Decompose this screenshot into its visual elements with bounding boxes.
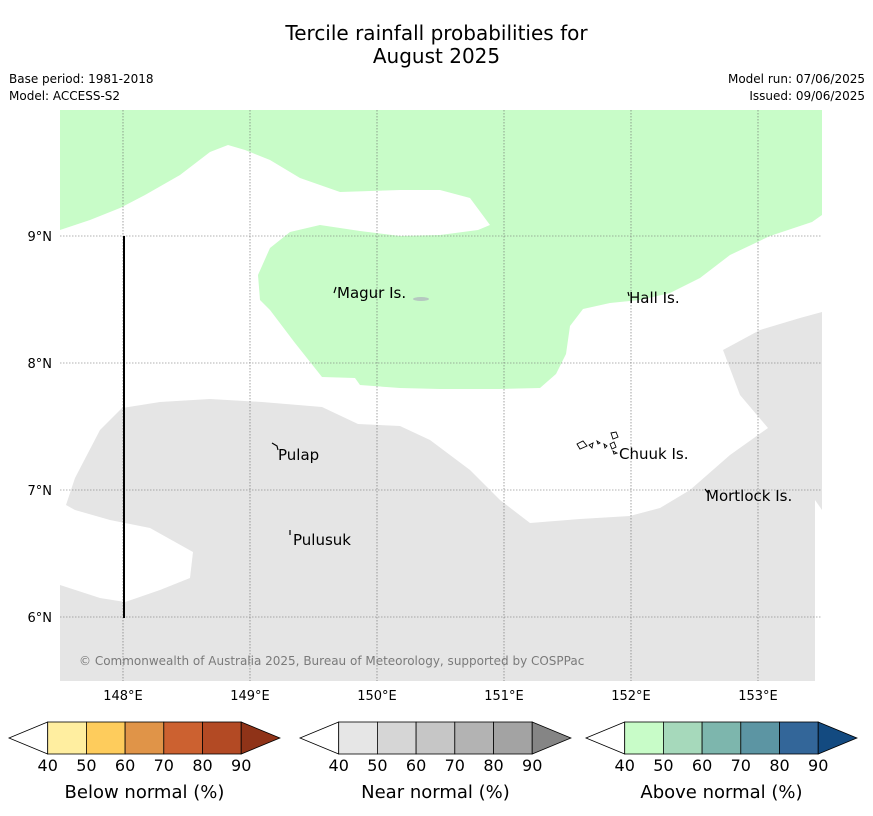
colorbar-tick-label: 70 xyxy=(445,756,465,775)
colorbar-segment xyxy=(624,721,664,755)
colorbar-tick-label: 70 xyxy=(731,756,751,775)
lat-label-6: 6°N xyxy=(28,611,53,626)
label-hall: Hall Is. xyxy=(629,289,680,307)
copyright-text: © Commonwealth of Australia 2025, Bureau… xyxy=(79,654,584,668)
colorbar-segment xyxy=(202,721,242,755)
colorbar-segment xyxy=(47,721,87,755)
title-line-2: August 2025 xyxy=(372,44,501,68)
above-normal-region xyxy=(60,110,822,389)
colorbar-segment xyxy=(163,721,203,755)
colorbar-label: Above normal (%) xyxy=(640,782,802,803)
hall-island-shape xyxy=(627,291,630,297)
island-markers xyxy=(271,286,709,535)
latitude-labels: 9°N 8°N 7°N 6°N xyxy=(28,230,53,626)
map-area: Magur Is. Hall Is. Pulap Chuuk Is. Mortl… xyxy=(60,110,822,681)
colorbar-tick-label: 50 xyxy=(653,756,673,775)
colorbar-tick-label: 80 xyxy=(483,756,503,775)
lon-label-150: 150°E xyxy=(357,689,397,704)
label-pulap: Pulap xyxy=(278,446,319,464)
map-title: Tercile rainfall probabilities for Augus… xyxy=(0,22,873,68)
meta-right: Model run: 07/06/2025 Issued: 09/06/2025 xyxy=(728,71,865,105)
colorbar-tick-label: 60 xyxy=(115,756,135,775)
colorbar-below: 40 50 60 70 80 90 Below normal (%) xyxy=(7,721,281,803)
colorbar-tick-label: 90 xyxy=(808,756,828,775)
model-run: Model run: 07/06/2025 xyxy=(727,72,865,86)
colorbar-segment xyxy=(779,721,819,755)
colorbar-label: Near normal (%) xyxy=(361,782,510,803)
base-period: Base period: 1981-2018 xyxy=(9,72,154,86)
colorbar-segment xyxy=(415,721,456,755)
label-chuuk: Chuuk Is. xyxy=(619,445,688,463)
meta-left: Base period: 1981-2018 Model: ACCESS-S2 xyxy=(9,71,154,105)
colorbar-extend-low xyxy=(298,721,340,755)
colorbar-segment xyxy=(663,721,703,755)
longitude-labels: 148°E 149°E 150°E 151°E 152°E 153°E xyxy=(103,689,778,704)
colorbar-segment xyxy=(454,721,494,755)
lon-label-153: 153°E xyxy=(738,689,778,704)
colorbars: 40 50 60 70 80 90 Below normal (%) 40 50 60 70 80 90… xyxy=(7,721,858,803)
colorbar-extend-high xyxy=(531,721,572,755)
colorbar-tick-label: 40 xyxy=(38,756,58,775)
colorbar-tick-label: 80 xyxy=(192,756,212,775)
colorbar-tick-label: 90 xyxy=(231,756,251,775)
lon-label-152: 152°E xyxy=(611,689,651,704)
lon-label-148: 148°E xyxy=(103,689,143,704)
colorbar-near: 40 50 60 70 80 90 Near normal (%) xyxy=(298,721,572,803)
colorbar-segment xyxy=(86,721,126,755)
colorbar-tick-label: 80 xyxy=(769,756,789,775)
label-mortlock: Mortlock Is. xyxy=(706,487,792,505)
colorbar-tick-label: 50 xyxy=(367,756,387,775)
colorbar-tick-label: 70 xyxy=(154,756,174,775)
graticule xyxy=(60,110,822,681)
mortlock-island-shape xyxy=(704,488,709,494)
lat-label-7: 7°N xyxy=(28,484,53,499)
chuuk-islands-shape xyxy=(576,431,619,455)
colorbar-extend-low xyxy=(584,721,626,755)
colorbar-label: Below normal (%) xyxy=(65,782,225,803)
lat-label-8: 8°N xyxy=(28,357,53,372)
colorbar-segment xyxy=(124,721,165,755)
colorbar-tick-label: 40 xyxy=(615,756,635,775)
colorbar-segment xyxy=(493,721,533,755)
pulap-island-shape xyxy=(271,442,279,451)
title-line-1: Tercile rainfall probabilities for xyxy=(285,21,588,45)
colorbar-extend-high xyxy=(817,721,858,755)
colorbar-segment xyxy=(740,721,780,755)
colorbar-extend-low xyxy=(7,721,49,755)
lon-label-149: 149°E xyxy=(230,689,270,704)
lagoon-shape xyxy=(413,297,429,301)
colorbar-above: 40 50 60 70 80 90 Above normal (%) xyxy=(584,721,858,803)
colorbar-segment xyxy=(338,721,378,755)
colorbar-tick-label: 40 xyxy=(329,756,349,775)
colorbar-tick-label: 60 xyxy=(406,756,426,775)
colorbar-segment xyxy=(376,721,417,755)
colorbar-tick-label: 90 xyxy=(522,756,542,775)
colorbar-tick-label: 50 xyxy=(76,756,96,775)
colorbar-extend-high xyxy=(240,721,281,755)
label-pulusuk: Pulusuk xyxy=(293,531,351,549)
near-normal-region xyxy=(60,312,822,681)
issued-date: Issued: 09/06/2025 xyxy=(749,89,865,103)
model-name: Model: ACCESS-S2 xyxy=(9,89,121,103)
lat-label-9: 9°N xyxy=(28,230,53,245)
colorbar-tick-label: 60 xyxy=(692,756,712,775)
magur-island-shape xyxy=(333,286,337,294)
colorbar-segment xyxy=(701,721,742,755)
label-magur: Magur Is. xyxy=(337,284,406,302)
lon-label-151: 151°E xyxy=(484,689,524,704)
